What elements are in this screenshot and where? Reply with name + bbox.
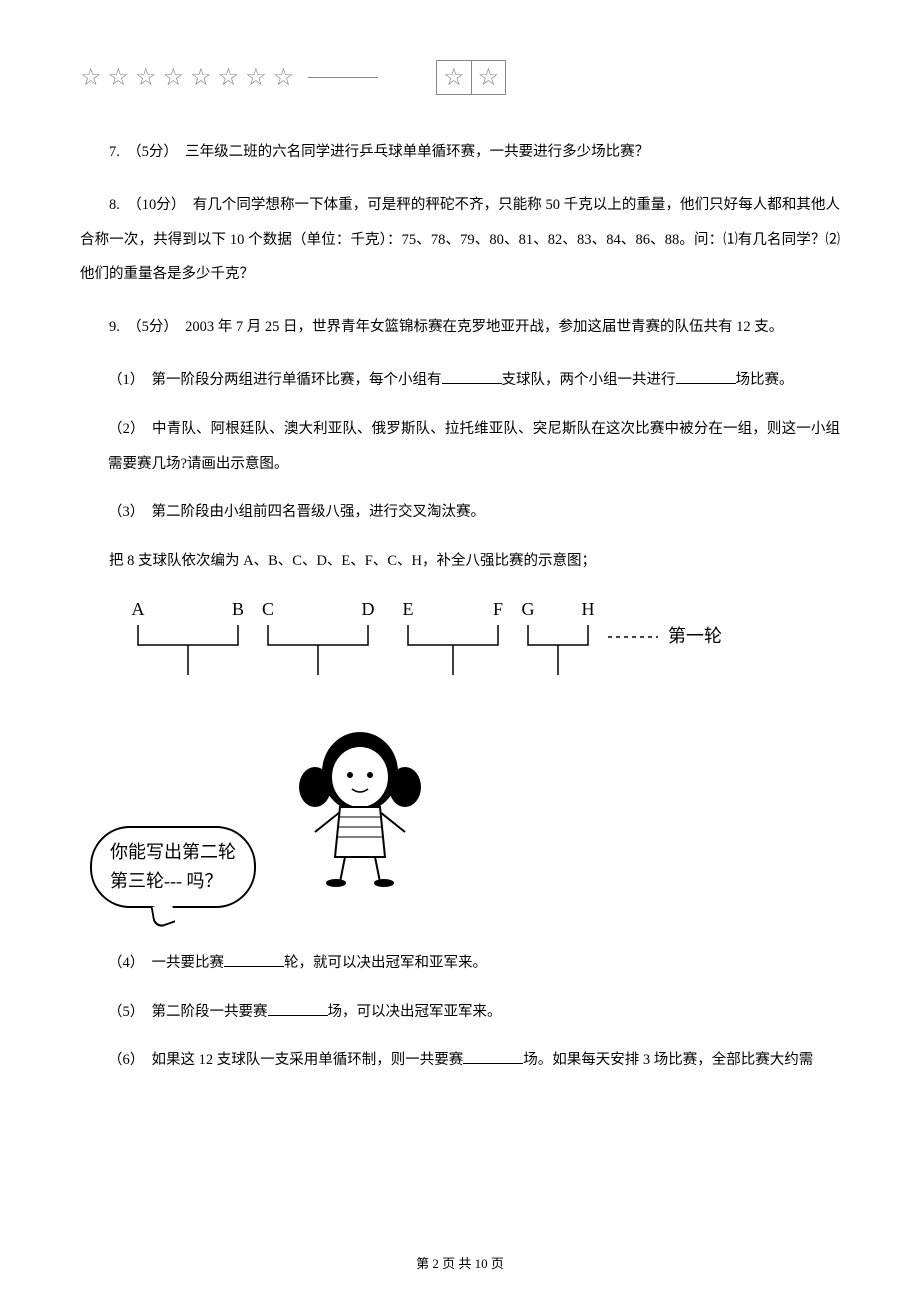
question-9-3: （3） 第二阶段由小组前四名晋级八强，进行交叉淘汰赛。 [80,495,840,530]
blank-4 [268,1001,328,1016]
svg-text:G: G [522,599,535,619]
question-9-6: （6） 如果这 12 支球队一支采用单循环制，则一共要赛 场。如果每天安排 3 场… [80,1043,840,1078]
question-9-4: （4） 一共要比赛 轮，就可以决出冠军和亚军来。 [80,946,840,981]
symbol-row: ☆ ☆ ☆ ☆ ☆ ☆ ☆ ☆ ☆ ☆ [80,60,840,95]
symbol-box-right: ☆ [472,61,506,94]
blank-3 [224,952,284,967]
svg-text:F: F [493,599,503,619]
bracket-diagram: A BC D E FG H 第一轮 [80,597,840,687]
symbol-box: ☆ ☆ [436,60,506,95]
blank-1 [442,369,502,384]
question-8: 8. （10分） 有几个同学想称一下体重，可是秤的秤砣不齐，只能称 50 千克以… [80,188,840,292]
blank-2 [676,369,736,384]
question-9-3-note: 把 8 支球队依次编为 A、B、C、D、E、F、C、H，补全八强比赛的示意图； [80,544,840,579]
svg-text:C: C [262,599,274,619]
girl-svg [290,717,450,887]
blank-5 [463,1050,523,1065]
bubble-line2: 第三轮--- 吗？ [110,871,222,891]
question-9-5: （5） 第二阶段一共要赛 场，可以决出冠军亚军来。 [80,995,840,1030]
svg-text:B: B [232,599,244,619]
svg-text:D: D [362,599,375,619]
q9-1-a: （1） 第一阶段分两组进行单循环比赛，每个小组有 [108,372,442,388]
girl-figure: 你能写出第二轮 第三轮--- 吗？ [80,707,840,916]
q9-1-c: 场比赛。 [736,372,794,388]
page-footer: 第 2 页 共 10 页 [0,1253,920,1272]
q9-6-a: （6） 如果这 12 支球队一支采用单循环制，则一共要赛 [108,1052,463,1068]
svg-text:第一轮: 第一轮 [668,626,722,646]
symbol-box-left: ☆ [437,61,472,94]
symbol-sequence: ☆ ☆ ☆ ☆ ☆ ☆ ☆ ☆ [80,63,294,92]
bracket-svg: A BC D E FG H 第一轮 [108,597,748,687]
question-7: 7. （5分） 三年级二班的六名同学进行乒乓球单单循环赛，一共要进行多少场比赛？ [80,135,840,170]
svg-text:A: A [132,599,145,619]
q9-4-b: 轮，就可以决出冠军和亚军来。 [284,955,487,971]
symbol-blank [308,77,378,78]
question-9-1: （1） 第一阶段分两组进行单循环比赛，每个小组有 支球队，两个小组一共进行 场比赛。 [80,363,840,398]
q9-5-b: 场，可以决出冠军亚军来。 [328,1004,502,1020]
q9-4-a: （4） 一共要比赛 [108,955,224,971]
svg-text:E: E [403,599,414,619]
q9-1-b: 支球队，两个小组一共进行 [502,372,676,388]
svg-text:H: H [582,599,595,619]
speech-bubble: 你能写出第二轮 第三轮--- 吗？ [90,826,256,908]
q9-6-b: 场。如果每天安排 3 场比赛，全部比赛大约需 [523,1052,813,1068]
question-9-2: （2） 中青队、阿根廷队、澳大利亚队、俄罗斯队、拉托维亚队、突尼斯队在这次比赛中… [80,412,840,482]
bubble-line1: 你能写出第二轮 [110,842,236,862]
question-9-intro: 9. （5分） 2003 年 7 月 25 日，世界青年女篮锦标赛在克罗地亚开战… [80,310,840,345]
q9-5-a: （5） 第二阶段一共要赛 [108,1004,268,1020]
